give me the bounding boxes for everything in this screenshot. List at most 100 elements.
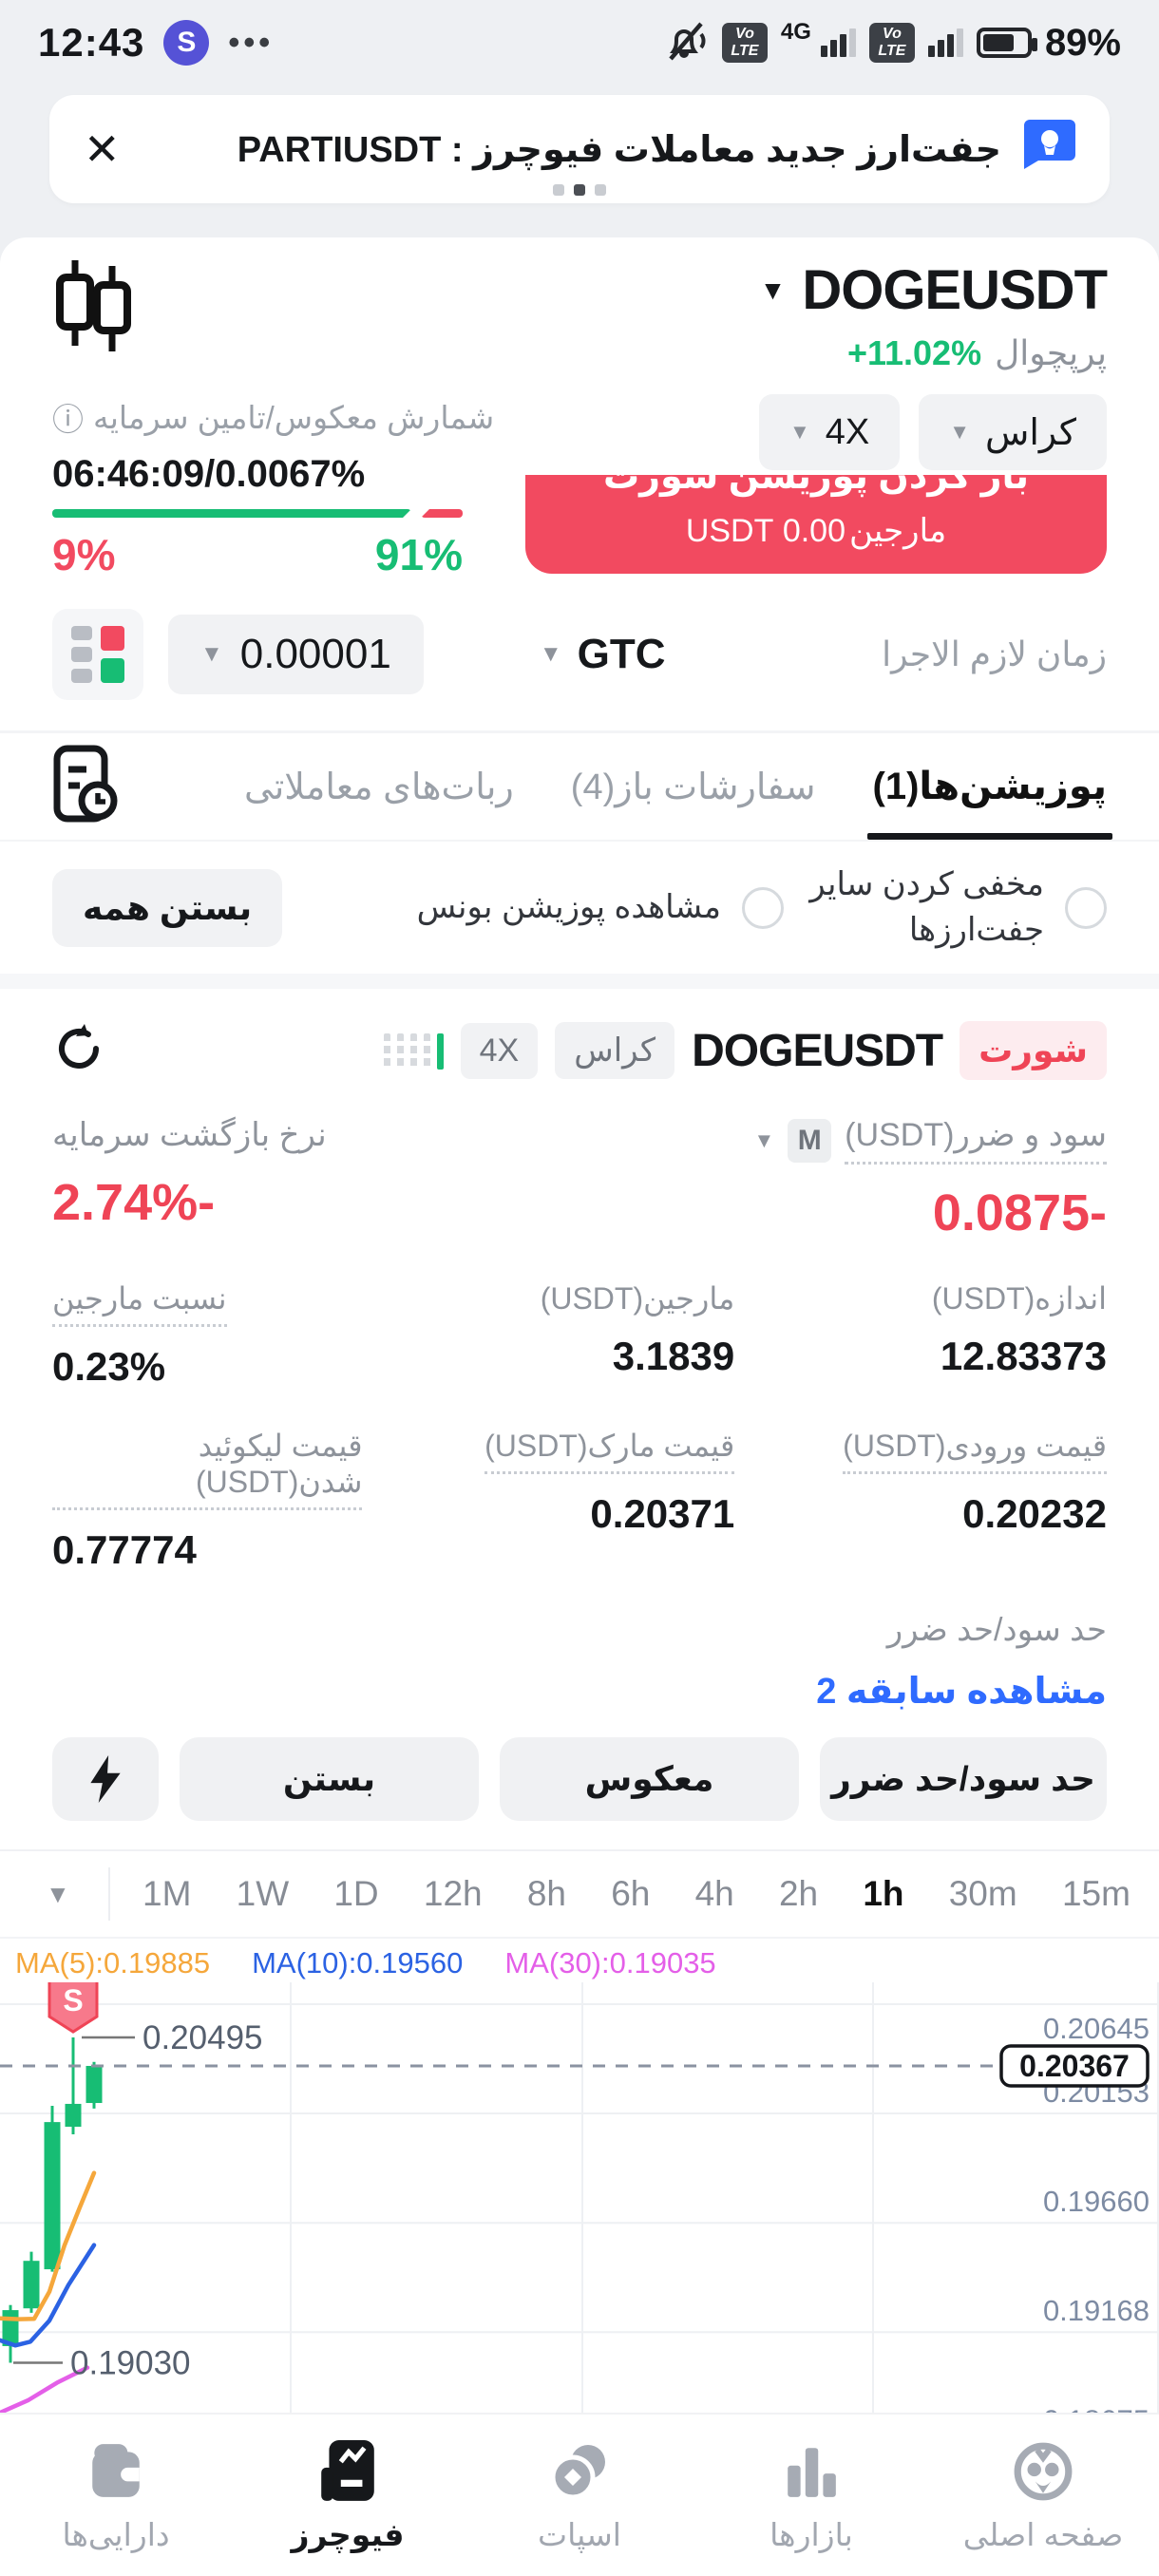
open-short-label: باز کردن پوزیشن شورت (602, 475, 1030, 497)
announcement-banner[interactable]: ✕ جفت‌ارز جدید معاملات فیوچرز : PARTIUSD… (49, 95, 1110, 203)
nav-futures[interactable]: فیوچرز (232, 2438, 464, 2553)
liq-price-cell: قیمت لیکوئید شدن(USDT) 0.77774 (52, 1428, 363, 1573)
timeframe-list: 1M 1W 1D 12h 8h 6h 4h 2h 1h 30m 15m (110, 1874, 1130, 1914)
position-symbol[interactable]: DOGEUSDT (692, 1025, 943, 1076)
svg-text:0.19168: 0.19168 (1043, 2294, 1150, 2327)
divider (0, 730, 1159, 733)
svg-text:0.20495: 0.20495 (142, 2019, 263, 2056)
candlestick-chart-icon[interactable] (52, 258, 134, 362)
show-bonus-radio[interactable] (742, 886, 784, 929)
nav-home[interactable]: صفحه اصلی (927, 2438, 1159, 2553)
hide-others-radio[interactable] (1065, 886, 1107, 929)
timeframe-1h[interactable]: 1h (863, 1874, 904, 1914)
mark-price-label[interactable]: قیمت مارک(USDT) (484, 1428, 735, 1475)
long-ratio-pct: 91% (374, 530, 463, 579)
bell-muted-icon (665, 19, 709, 67)
pnl-label[interactable]: سود و ضرر(USDT) (845, 1116, 1107, 1165)
info-icon[interactable]: ⓘ (52, 402, 84, 437)
timeframe-8h[interactable]: 8h (526, 1874, 566, 1914)
tpsl-button[interactable]: حد سود/حد ضرر (820, 1737, 1107, 1822)
margin-ratio-label[interactable]: نسبت مارجین (52, 1280, 227, 1328)
nav-label: بازارها (770, 2516, 853, 2552)
price-step-value: 0.00001 (239, 631, 391, 677)
funding-label-row: شمارش معکوس/تامین سرمایه ⓘ (52, 394, 494, 440)
funding-label: شمارش معکوس/تامین سرمایه (93, 399, 495, 435)
nav-markets[interactable]: بازارها (695, 2438, 927, 2553)
coins-icon (548, 2438, 611, 2505)
chevron-down-icon[interactable]: ▼ (753, 1127, 775, 1152)
history-link[interactable]: مشاهده سابقه 2 (816, 1672, 1107, 1713)
timeframe-30m[interactable]: 30m (948, 1874, 1017, 1914)
tab-positions[interactable]: پوزیشن‌ها(1) (866, 733, 1112, 840)
tif-value: GTC (577, 631, 666, 677)
entry-price-value: 0.20232 (962, 1491, 1107, 1537)
banner-pager-dots (49, 184, 1110, 196)
tif-label: زمان لازم الاجرا (882, 635, 1107, 673)
tab-open-orders[interactable]: سفارشات باز(4) (570, 767, 816, 807)
order-history-icon[interactable] (52, 744, 119, 830)
hide-others-label: مخفی کردن سایر جفت‌ارزها (809, 866, 1044, 948)
timeframe-2h[interactable]: 2h (778, 1874, 819, 1914)
timeframe-6h[interactable]: 6h (611, 1874, 651, 1914)
reverse-button[interactable]: معکوس (500, 1737, 799, 1822)
leverage-button[interactable]: ▼ 4X (758, 394, 901, 470)
timeframe-1W[interactable]: 1W (236, 1874, 290, 1914)
long-ratio-bar (52, 509, 411, 518)
divider (0, 840, 1159, 842)
leverage-value: 4X (825, 411, 870, 452)
timeframe-4h[interactable]: 4h (694, 1874, 734, 1914)
battery-icon (976, 28, 1037, 58)
margin-mode-button[interactable]: ▼ کراس (919, 394, 1107, 470)
price-chart[interactable]: 0.206450.201530.196600.191680.186750.203… (0, 1982, 1159, 2467)
price-step-dropdown[interactable]: ▼ 0.00001 (168, 615, 424, 694)
timeframe-dropdown-icon[interactable]: ▼ (46, 1879, 70, 1908)
status-icons: Vo LTE 4G Vo LTE 89% (665, 19, 1121, 67)
funding-row: شمارش معکوس/تامین سرمایه ⓘ 06:46:09/0.00… (0, 373, 1159, 496)
close-all-button[interactable]: بستن همه (52, 868, 283, 947)
entry-price-label[interactable]: قیمت ورودی(USDT) (843, 1428, 1107, 1475)
flash-close-button[interactable] (52, 1737, 159, 1822)
signal-icon-2 (927, 28, 963, 57)
roi-value: -2.74% (52, 1174, 216, 1232)
nav-assets[interactable]: دارایی‌ها (0, 2438, 232, 2553)
home-logo-icon (1012, 2438, 1074, 2505)
svg-text:0.20645: 0.20645 (1043, 2012, 1150, 2045)
timeframe-15m[interactable]: 15m (1061, 1874, 1130, 1914)
nav-spot[interactable]: اسپات (464, 2438, 695, 2553)
timeframe-12h[interactable]: 12h (423, 1874, 483, 1914)
symbol-selector[interactable]: ▼ DOGEUSDT (760, 258, 1108, 322)
pnl-mode-badge[interactable]: M (788, 1118, 832, 1163)
orderbook-icon[interactable] (52, 609, 143, 700)
show-bonus-label: مشاهده پوزیشن بونس (416, 888, 721, 925)
share-refresh-icon[interactable] (52, 1022, 105, 1080)
divider (0, 1849, 1159, 1852)
futures-panel: ▼ DOGEUSDT +11.02% پرپچوال شمارش معکوس/ت… (0, 237, 1159, 2536)
close-icon[interactable]: ✕ (84, 124, 121, 174)
timeframe-bar: ▼ 1M 1W 1D 12h 8h 6h 4h 2h 1h 30m 15m (0, 1851, 1159, 1937)
long-short-ratio: 9% 91% (52, 509, 463, 580)
pnl-row: سود و ضرر(USDT) M ▼ -0.0875 نرخ بازگشت س… (52, 1080, 1107, 1242)
timeframe-1D[interactable]: 1D (333, 1874, 379, 1914)
margin-value: 3.1839 (612, 1334, 735, 1379)
tif-dropdown[interactable]: ▼ GTC (540, 631, 666, 678)
margin-amount: 0.00 USDT (685, 512, 846, 549)
chevron-down-icon: ▼ (949, 420, 970, 444)
tab-trading-bots[interactable]: ربات‌های معاملاتی (244, 767, 514, 807)
futures-icon (319, 2438, 376, 2505)
mark-price-cell: قیمت مارک(USDT) 0.20371 (362, 1428, 735, 1573)
signal-icon-1 (820, 28, 856, 57)
open-short-button[interactable]: باز کردن پوزیشن شورت مارجین 0.00 USDT (525, 475, 1107, 574)
status-bar: 12:43 S ••• Vo LTE 4G Vo LTE 89% (0, 0, 1159, 85)
tabs-bar: پوزیشن‌ها(1) سفارشات باز(4) ربات‌های معا… (0, 733, 1159, 840)
mark-price-value: 0.20371 (590, 1491, 735, 1537)
margin-label: مارجین (849, 513, 947, 549)
liq-price-label[interactable]: قیمت لیکوئید شدن(USDT) (52, 1428, 363, 1511)
funding-countdown: 06:46:09/0.0067% (52, 453, 366, 495)
bar-chart-icon (784, 2438, 839, 2505)
close-position-button[interactable]: بستن (180, 1737, 479, 1822)
long-short-row: 9% 91% باز کردن پوزیشن شورت مارجین 0.00 … (0, 475, 1159, 580)
timeframe-1M[interactable]: 1M (142, 1874, 192, 1914)
market-type-label: پرپچوال (995, 333, 1107, 372)
announcement-text[interactable]: جفت‌ارز جدید معاملات فیوچرز : PARTIUSDT (237, 129, 1001, 170)
tpsl-label: حد سود/حد ضرر (886, 1612, 1107, 1649)
